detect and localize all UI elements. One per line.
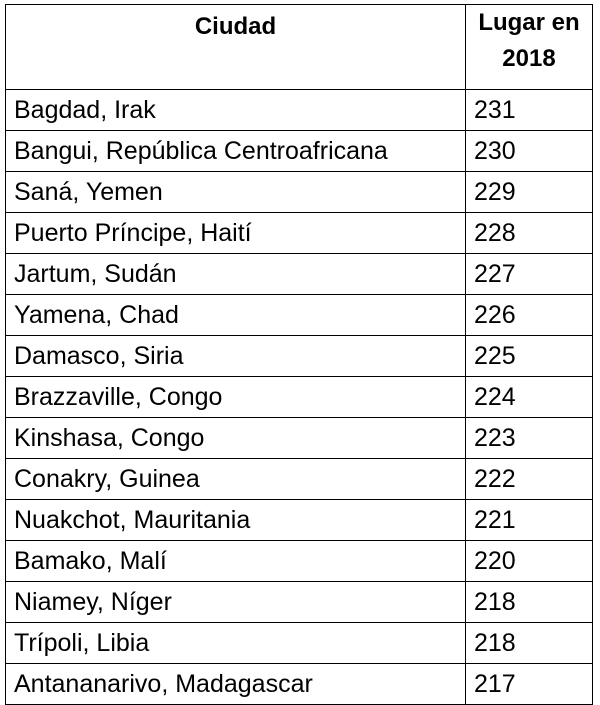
table-row: Bangui, República Centroafricana 230	[5, 130, 593, 172]
table-row: Conakry, Guinea 222	[5, 458, 593, 500]
rank-cell: 217	[465, 663, 593, 705]
rank-cell: 226	[465, 294, 593, 336]
table-row: Antananarivo, Madagascar 217	[5, 663, 593, 705]
city-cell: Conakry, Guinea	[5, 458, 466, 500]
table-row: Puerto Príncipe, Haití 228	[5, 212, 593, 254]
city-cell: Yamena, Chad	[5, 294, 466, 336]
rank-cell: 230	[465, 130, 593, 172]
rank-cell: 228	[465, 212, 593, 254]
header-cell: Ciudad	[5, 4, 466, 90]
table-row: Jartum, Sudán 227	[5, 253, 593, 295]
city-cell: Trípoli, Libia	[5, 622, 466, 664]
city-cell: Antananarivo, Madagascar	[5, 663, 466, 705]
rank-cell: 227	[465, 253, 593, 295]
rank-cell: 220	[465, 540, 593, 582]
table-row: Bamako, Malí 220	[5, 540, 593, 582]
table-row: Yamena, Chad 226	[5, 294, 593, 336]
city-cell: Bamako, Malí	[5, 540, 466, 582]
ranking-table: Ciudad Lugar en 2018 Bagdad, Irak 231 Bang…	[5, 4, 593, 705]
table-row: Kinshasa, Congo 223	[5, 417, 593, 459]
rank-cell: 223	[465, 417, 593, 459]
rank-cell: 218	[465, 622, 593, 664]
rank-cell: 229	[465, 171, 593, 213]
rank-cell: 221	[465, 499, 593, 541]
table-row: Niamey, Níger 218	[5, 581, 593, 623]
city-cell: Damasco, Siria	[5, 335, 466, 377]
city-cell: Bagdad, Irak	[5, 89, 466, 131]
rank-cell: 218	[465, 581, 593, 623]
city-cell: Bangui, República Centroafricana	[5, 130, 466, 172]
table-row: Damasco, Siria 225	[5, 335, 593, 377]
city-cell: Nuakchot, Mauritania	[5, 499, 466, 541]
header-cell: Lugar en 2018	[465, 4, 593, 90]
table-row: Brazzaville, Congo 224	[5, 376, 593, 418]
city-cell: Brazzaville, Congo	[5, 376, 466, 418]
table-row: Nuakchot, Mauritania 221	[5, 499, 593, 541]
table-row: Bagdad, Irak 231	[5, 89, 593, 131]
rank-cell: 222	[465, 458, 593, 500]
city-cell: Jartum, Sudán	[5, 253, 466, 295]
table-row: Saná, Yemen 229	[5, 171, 593, 213]
table-row: Trípoli, Libia 218	[5, 622, 593, 664]
table-body: Bagdad, Irak 231 Bangui, República Centroa…	[5, 89, 593, 705]
city-cell: Niamey, Níger	[5, 581, 466, 623]
rank-cell: 224	[465, 376, 593, 418]
rank-cell: 231	[465, 89, 593, 131]
rank-cell: 225	[465, 335, 593, 377]
city-cell: Puerto Príncipe, Haití	[5, 212, 466, 254]
city-cell: Kinshasa, Congo	[5, 417, 466, 459]
header-row: Ciudad Lugar en 2018	[5, 4, 593, 90]
city-cell: Saná, Yemen	[5, 171, 466, 213]
